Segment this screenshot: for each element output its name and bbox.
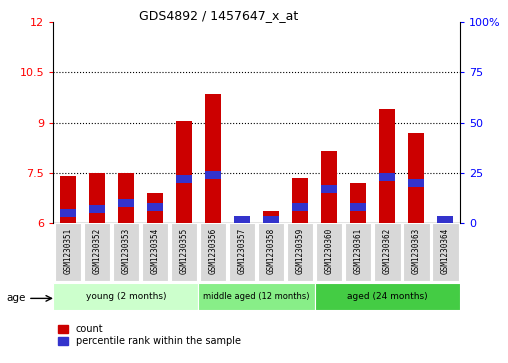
Bar xyxy=(205,94,221,223)
Bar xyxy=(60,176,76,223)
Legend: count, percentile rank within the sample: count, percentile rank within the sample xyxy=(58,324,241,346)
Bar xyxy=(140,22,170,223)
Bar xyxy=(316,223,342,281)
Text: middle aged (12 months): middle aged (12 months) xyxy=(203,292,310,301)
Bar xyxy=(234,216,250,223)
Bar xyxy=(147,193,163,223)
Text: young (2 months): young (2 months) xyxy=(86,292,166,301)
Bar xyxy=(142,223,168,281)
Bar xyxy=(228,22,257,223)
Text: GSM1230355: GSM1230355 xyxy=(179,228,188,274)
Bar xyxy=(176,175,192,183)
Bar xyxy=(82,22,111,223)
Bar xyxy=(199,22,228,223)
Bar xyxy=(53,283,199,310)
Text: GSM1230359: GSM1230359 xyxy=(296,228,305,274)
Bar xyxy=(431,22,460,223)
Bar xyxy=(111,22,140,223)
Text: GSM1230354: GSM1230354 xyxy=(150,228,160,274)
Text: GSM1230364: GSM1230364 xyxy=(441,228,450,274)
Bar xyxy=(292,178,308,223)
Bar xyxy=(403,223,430,281)
Bar xyxy=(350,203,366,211)
Bar xyxy=(437,216,453,223)
Bar xyxy=(321,185,337,193)
Bar xyxy=(432,223,459,281)
Text: aged (24 months): aged (24 months) xyxy=(347,292,427,301)
Bar xyxy=(83,223,110,281)
Bar xyxy=(258,223,284,281)
Bar xyxy=(170,22,199,223)
Bar xyxy=(54,223,81,281)
Bar xyxy=(53,22,82,223)
Text: GSM1230358: GSM1230358 xyxy=(267,228,275,274)
Bar xyxy=(60,209,76,217)
Text: GSM1230351: GSM1230351 xyxy=(64,228,72,274)
Bar xyxy=(118,173,134,223)
Bar xyxy=(89,173,105,223)
Text: GSM1230357: GSM1230357 xyxy=(238,228,246,274)
Text: GSM1230360: GSM1230360 xyxy=(325,228,334,274)
Text: GSM1230356: GSM1230356 xyxy=(208,228,217,274)
Bar xyxy=(321,151,337,223)
Bar xyxy=(234,216,250,223)
Bar xyxy=(176,121,192,223)
Bar xyxy=(285,22,314,223)
Bar xyxy=(314,283,460,310)
Bar xyxy=(287,223,313,281)
Bar xyxy=(199,283,314,310)
Bar xyxy=(408,179,424,187)
Bar xyxy=(408,132,424,223)
Bar xyxy=(345,223,371,281)
Text: age: age xyxy=(6,293,25,303)
Bar xyxy=(113,223,139,281)
Bar xyxy=(200,223,227,281)
Bar xyxy=(437,216,453,223)
Text: GDS4892 / 1457647_x_at: GDS4892 / 1457647_x_at xyxy=(139,9,298,22)
Bar xyxy=(379,109,395,223)
Text: GSM1230361: GSM1230361 xyxy=(354,228,363,274)
Bar xyxy=(292,203,308,211)
Bar xyxy=(89,205,105,213)
Bar xyxy=(379,173,395,181)
Bar xyxy=(263,212,279,223)
Text: GSM1230353: GSM1230353 xyxy=(121,228,131,274)
Bar xyxy=(350,183,366,223)
Text: GSM1230362: GSM1230362 xyxy=(383,228,392,274)
Bar xyxy=(257,22,285,223)
Bar xyxy=(147,203,163,211)
Bar xyxy=(118,199,134,207)
Bar xyxy=(171,223,197,281)
Bar xyxy=(373,22,402,223)
Bar xyxy=(374,223,400,281)
Bar xyxy=(229,223,256,281)
Bar xyxy=(343,22,373,223)
Bar xyxy=(402,22,431,223)
Bar xyxy=(314,22,343,223)
Bar xyxy=(205,171,221,179)
Bar xyxy=(263,216,279,223)
Text: GSM1230363: GSM1230363 xyxy=(411,228,421,274)
Text: GSM1230352: GSM1230352 xyxy=(92,228,102,274)
